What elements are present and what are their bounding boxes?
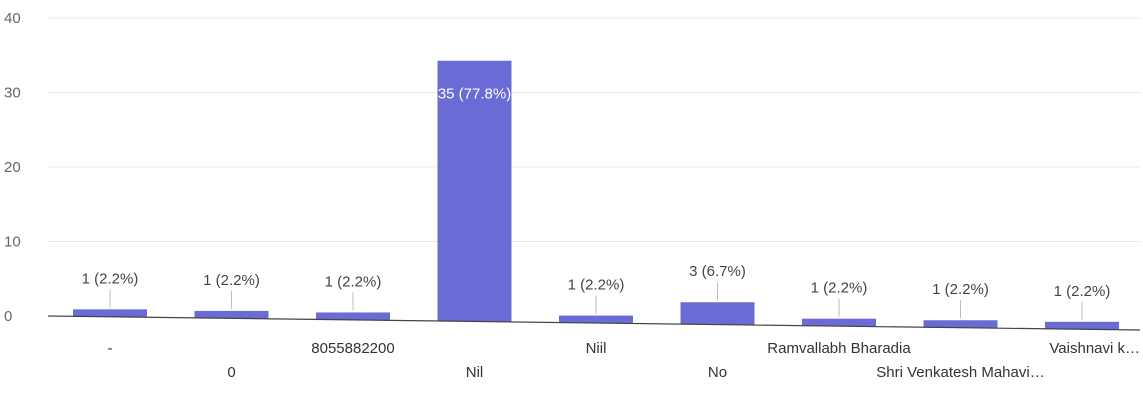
data-label: 35 (77.8%): [438, 86, 511, 103]
y-tick-label: 20: [4, 159, 21, 176]
category-label: Vaishnavi k…: [1049, 340, 1140, 357]
category-label: Niil: [586, 340, 607, 357]
category-label: Ramvallabh Bharadia: [767, 340, 911, 357]
bar: [681, 302, 755, 324]
category-label: 8055882200: [311, 340, 394, 357]
data-label: 1 (2.2%): [203, 272, 260, 289]
y-tick-label: 40: [4, 10, 21, 27]
category-label: Shri Venkatesh Mahavi…: [876, 364, 1044, 381]
data-label: 1 (2.2%): [82, 270, 139, 287]
category-label: -: [108, 340, 113, 357]
bar: [195, 311, 269, 318]
bar: [924, 320, 998, 327]
data-label: 1 (2.2%): [325, 273, 382, 290]
data-label: 3 (6.7%): [689, 263, 746, 280]
bar: [316, 312, 390, 319]
y-tick-label: 10: [4, 234, 21, 251]
category-label: Nil: [466, 364, 484, 381]
category-label: 0: [227, 364, 235, 381]
category-label: No: [708, 364, 727, 381]
data-label: 1 (2.2%): [1054, 283, 1111, 300]
bar: [1045, 322, 1119, 329]
y-tick-label: 30: [4, 85, 21, 102]
data-label: 1 (2.2%): [568, 277, 625, 294]
data-labels: 1 (2.2%) 1 (2.2%) 1 (2.2%) 35 (77.8%) 1 (2.2…: [82, 86, 1111, 300]
y-tick-label: 0: [4, 308, 12, 325]
bar: [73, 309, 147, 316]
bar: [802, 319, 876, 326]
data-label: 1 (2.2%): [811, 280, 868, 297]
data-label: 1 (2.2%): [932, 281, 989, 298]
bar: [559, 316, 633, 323]
